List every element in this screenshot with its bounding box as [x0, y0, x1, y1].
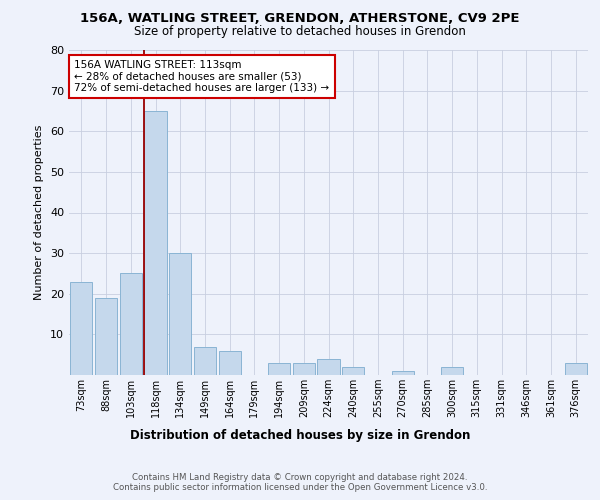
- Bar: [70, 282, 92, 375]
- Text: Distribution of detached houses by size in Grendon: Distribution of detached houses by size …: [130, 430, 470, 442]
- Bar: [169, 253, 191, 375]
- Text: 156A, WATLING STREET, GRENDON, ATHERSTONE, CV9 2PE: 156A, WATLING STREET, GRENDON, ATHERSTON…: [80, 12, 520, 26]
- Text: Contains HM Land Registry data © Crown copyright and database right 2024.
Contai: Contains HM Land Registry data © Crown c…: [113, 473, 487, 492]
- Bar: [218, 350, 241, 375]
- Bar: [392, 371, 414, 375]
- Text: Size of property relative to detached houses in Grendon: Size of property relative to detached ho…: [134, 25, 466, 38]
- Bar: [342, 367, 364, 375]
- Bar: [565, 363, 587, 375]
- Text: 156A WATLING STREET: 113sqm
← 28% of detached houses are smaller (53)
72% of sem: 156A WATLING STREET: 113sqm ← 28% of det…: [74, 60, 329, 93]
- Bar: [293, 363, 315, 375]
- Y-axis label: Number of detached properties: Number of detached properties: [34, 125, 44, 300]
- Bar: [268, 363, 290, 375]
- Bar: [194, 346, 216, 375]
- Bar: [119, 274, 142, 375]
- Bar: [441, 367, 463, 375]
- Bar: [317, 359, 340, 375]
- Bar: [95, 298, 117, 375]
- Bar: [145, 111, 167, 375]
